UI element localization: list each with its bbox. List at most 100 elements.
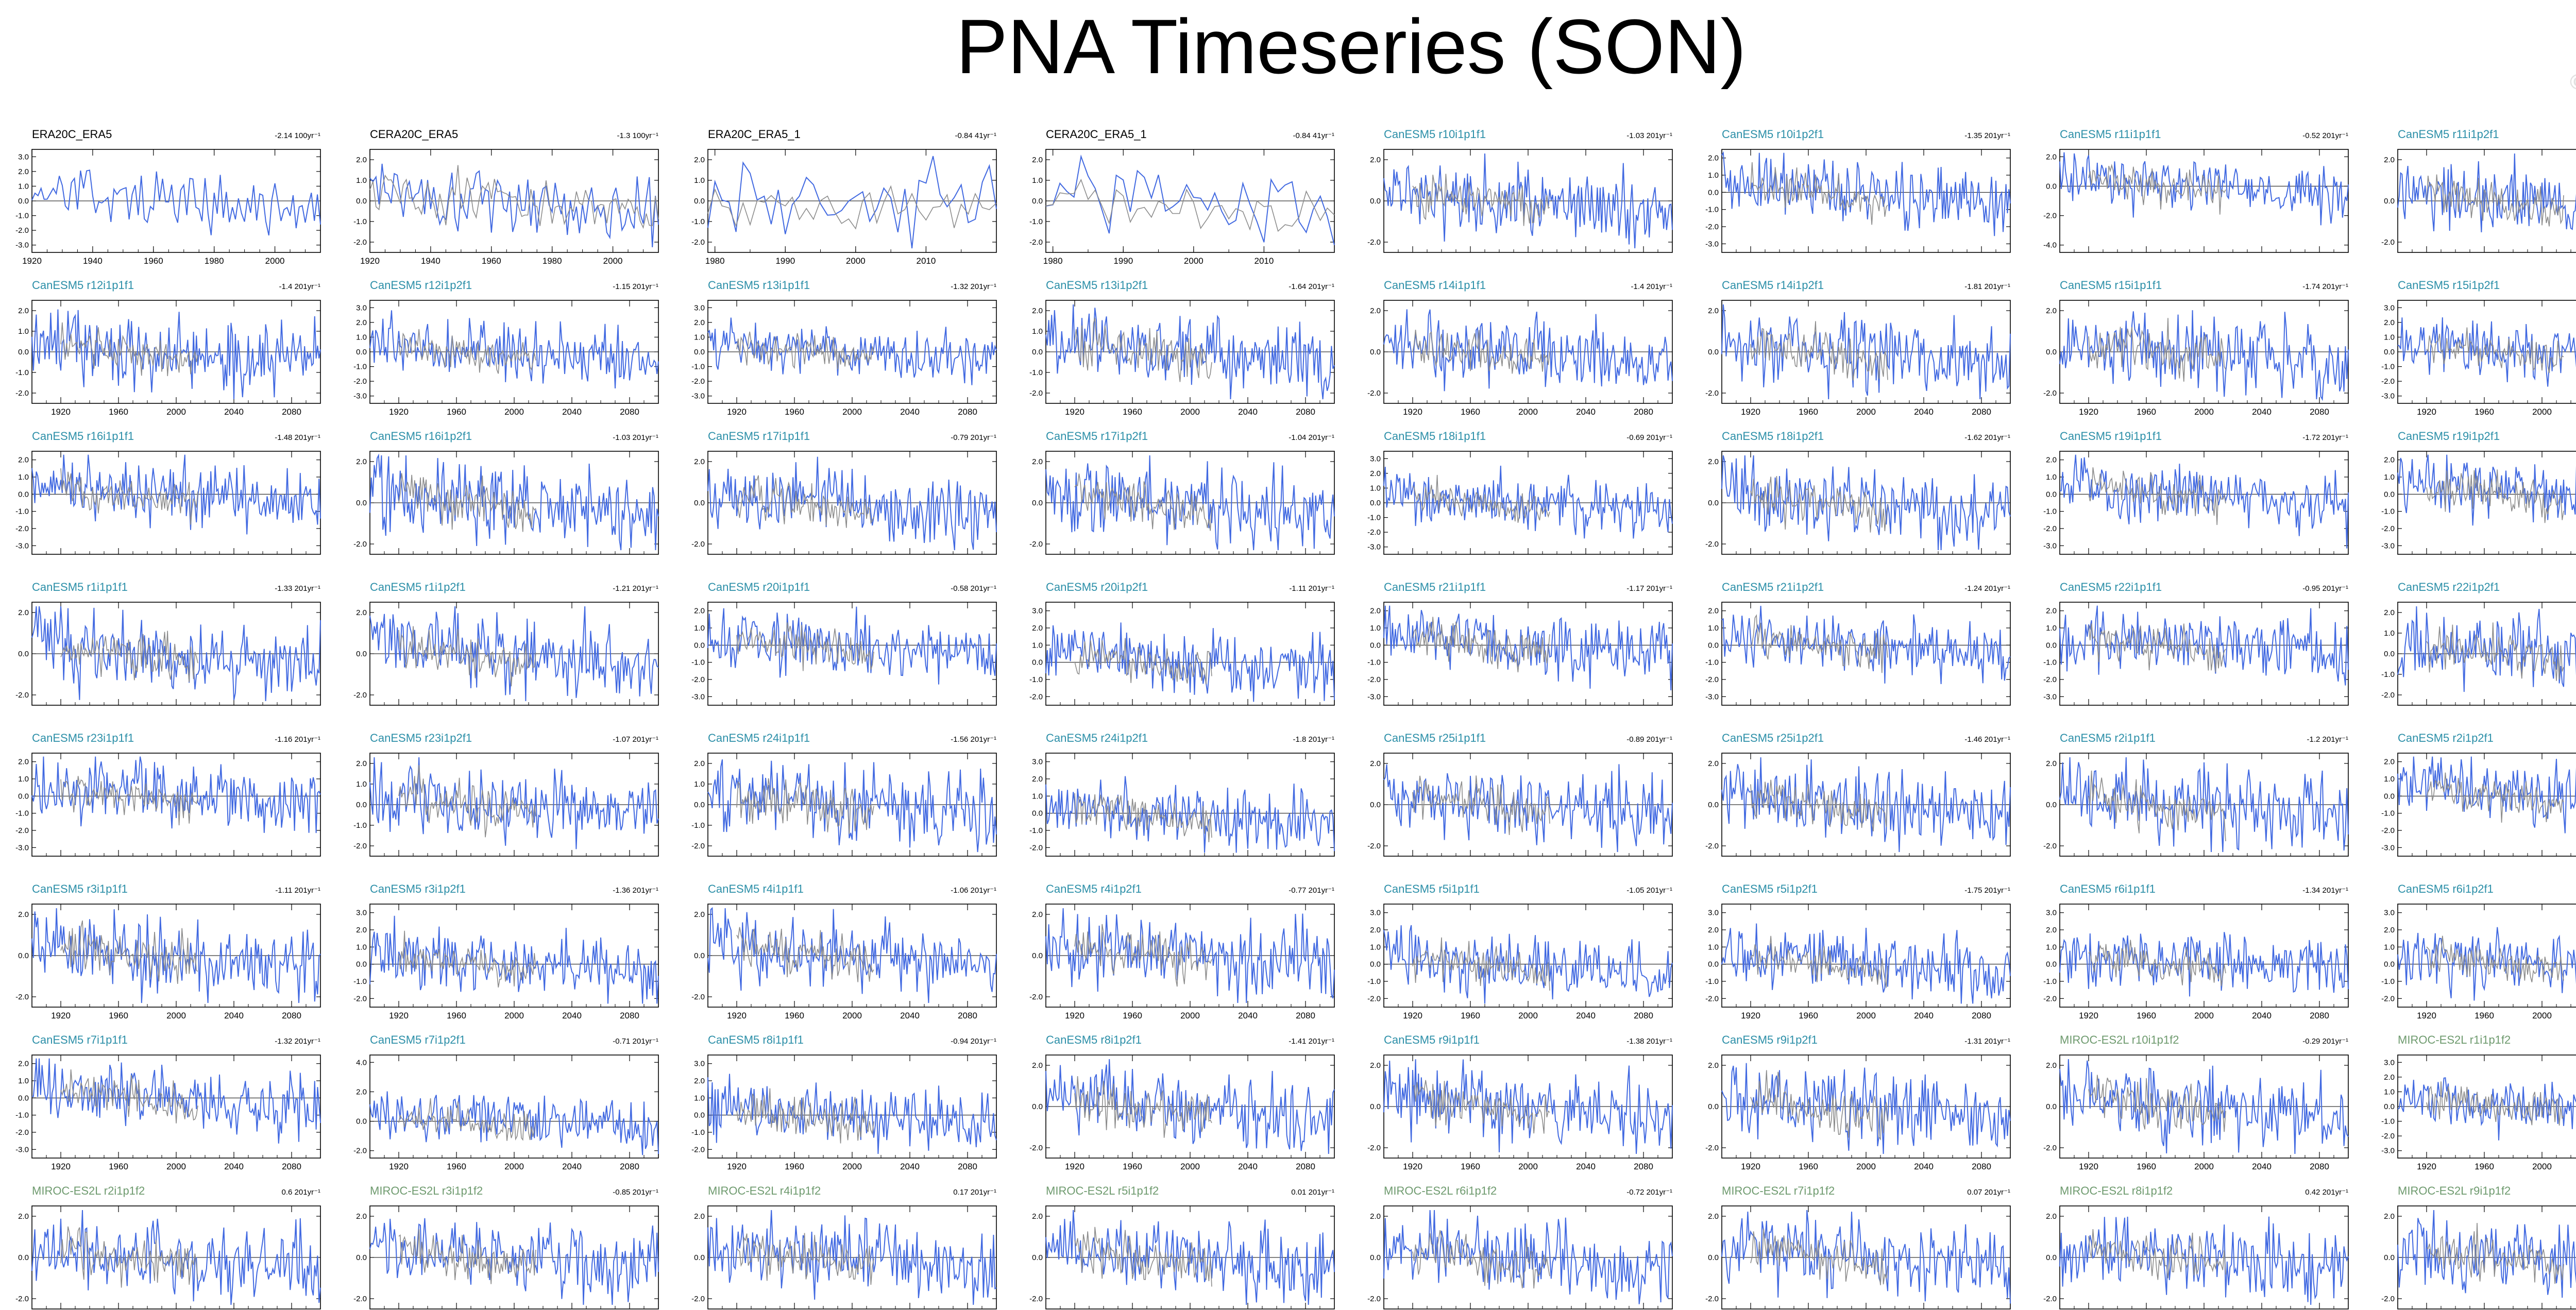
panel-trend: -1.64 201yr⁻¹ xyxy=(1289,282,1334,291)
y-tick-label: -2.0 xyxy=(691,675,705,684)
x-tick-label: 2080 xyxy=(1972,1011,1991,1020)
y-tick-label: -1.0 xyxy=(353,977,367,986)
y-tick-label: -2.0 xyxy=(1029,238,1043,247)
panel: CanESM5 r7i1p2f1 -0.71 201yr⁻¹ 4.0 2.0 0.0 -2… xyxy=(353,1033,659,1171)
x-tick-label: 1980 xyxy=(543,256,562,266)
y-tick-label: -1.0 xyxy=(691,363,705,371)
x-tick-label: 1920 xyxy=(22,256,42,266)
y-tick-label: 0.0 xyxy=(694,801,705,809)
panel-frame xyxy=(2397,451,2576,555)
y-tick-label: 0.0 xyxy=(1032,348,1043,356)
y-tick-label: 0.0 xyxy=(2046,182,2057,191)
y-tick-label: 0.0 xyxy=(2384,197,2395,206)
panel-trend: -1.05 201yr⁻¹ xyxy=(1626,886,1672,895)
y-tick-label: 0.0 xyxy=(18,348,29,356)
series-line-model xyxy=(31,454,321,535)
y-tick-label: 2.0 xyxy=(2046,152,2057,161)
y-tick-label: -1.0 xyxy=(15,809,29,818)
y-tick-label: -2.0 xyxy=(1367,389,1381,398)
y-tick-label: -2.0 xyxy=(353,842,367,850)
y-tick-label: -1.0 xyxy=(1029,368,1043,377)
y-tick-label: 2.0 xyxy=(18,1060,29,1068)
y-tick-label: -1.0 xyxy=(2043,977,2057,986)
y-tick-label: -2.0 xyxy=(1029,692,1043,701)
x-tick-label: 1920 xyxy=(2079,1162,2098,1171)
panel: CanESM5 r7i1p1f1 -1.32 201yr⁻¹ 2.0 1.0 0.0 -1… xyxy=(15,1033,321,1171)
panel-title: CanESM5 r25i1p2f1 xyxy=(1722,731,1824,744)
x-tick-label: 2000 xyxy=(166,1011,186,1020)
x-tick-label: 1960 xyxy=(1461,1162,1480,1171)
y-tick-label: 0.0 xyxy=(1370,1102,1381,1111)
y-tick-label: -2.0 xyxy=(1705,1295,1719,1303)
x-tick-label: 2000 xyxy=(2194,1162,2214,1171)
series-line-obs xyxy=(60,631,198,683)
y-tick-label: -1.0 xyxy=(15,212,29,220)
x-tick-label: 1920 xyxy=(1741,1162,1760,1171)
y-tick-label: 2.0 xyxy=(1370,607,1381,616)
series-line-obs xyxy=(398,1098,536,1141)
y-tick-label: -2.0 xyxy=(2381,377,2395,386)
series-line-obs xyxy=(2426,1081,2564,1126)
x-tick-label: 1960 xyxy=(1799,407,1818,417)
panel: CanESM5 r14i1p2f1 -1.81 201yr⁻¹ 2.0 0.0 -2.0… xyxy=(1705,279,2011,417)
x-tick-label: 1960 xyxy=(1461,407,1480,417)
x-tick-label: 1920 xyxy=(2079,407,2098,417)
x-tick-label: 1960 xyxy=(785,1011,804,1020)
y-tick-label: 2.0 xyxy=(18,910,29,919)
panel-trend: -1.81 201yr⁻¹ xyxy=(1964,282,2010,291)
series-line-obs xyxy=(60,322,198,377)
panel-trend: -1.11 201yr⁻¹ xyxy=(1289,584,1334,593)
y-tick-label: 0.0 xyxy=(356,801,367,809)
y-tick-label: 2.0 xyxy=(1032,1212,1043,1221)
panel: MIROC-ES2L r10i1p1f2 -0.29 201yr⁻¹ 2.0 0.0 -… xyxy=(2043,1033,2349,1171)
panel-trend: -0.79 201yr⁻¹ xyxy=(951,433,996,442)
panel: CanESM5 r13i1p2f1 -1.64 201yr⁻¹ 2.0 1.0 0.0 -… xyxy=(1029,279,1335,417)
panel: CanESM5 r21i1p2f1 -1.24 201yr⁻¹ 2.0 1.0 0.0 -… xyxy=(1705,581,2011,706)
y-tick-label: 4.0 xyxy=(356,1058,367,1067)
y-tick-label: -3.0 xyxy=(15,843,29,852)
y-tick-label: -3.0 xyxy=(15,1145,29,1154)
y-tick-label: -2.0 xyxy=(15,226,29,235)
panel-trend: -0.85 201yr⁻¹ xyxy=(613,1188,658,1197)
panel-title: CanESM5 r2i1p1f1 xyxy=(2060,731,2156,744)
series-line-model xyxy=(2059,1216,2349,1305)
y-tick-label: 0.0 xyxy=(1708,188,1719,197)
x-tick-label: 2000 xyxy=(504,1011,524,1020)
series-line-model xyxy=(707,759,997,853)
y-tick-label: 1.0 xyxy=(1708,171,1719,180)
series-line-model xyxy=(369,606,659,702)
y-tick-label: -2.0 xyxy=(1029,1295,1043,1303)
y-tick-label: -2.0 xyxy=(353,994,367,1003)
x-tick-label: 1960 xyxy=(144,256,163,266)
series-line-obs xyxy=(60,920,198,984)
y-tick-label: -2.0 xyxy=(1367,1295,1381,1303)
y-tick-label: -2.0 xyxy=(15,524,29,533)
x-tick-label: 1920 xyxy=(51,1162,71,1171)
y-tick-label: 0.0 xyxy=(694,1111,705,1120)
panel-trend: -1.11 201yr⁻¹ xyxy=(275,886,320,895)
panel-title: CanESM5 r12i1p2f1 xyxy=(370,279,472,292)
y-tick-label: 0.0 xyxy=(1032,809,1043,818)
y-tick-label: 3.0 xyxy=(694,1060,705,1068)
y-tick-label: -1.0 xyxy=(2381,977,2395,986)
series-line-model xyxy=(1383,605,1673,691)
y-tick-label: -2.0 xyxy=(1705,1144,1719,1152)
panel-trend: -1.31 201yr⁻¹ xyxy=(1964,1037,2010,1046)
x-tick-label: 1960 xyxy=(109,1011,128,1020)
series-line-obs xyxy=(1750,779,1888,832)
y-tick-label: 1.0 xyxy=(18,473,29,482)
y-tick-label: 0.0 xyxy=(2384,1102,2395,1111)
x-tick-label: 1960 xyxy=(2137,1162,2156,1171)
y-tick-label: 0.0 xyxy=(2046,490,2057,499)
x-tick-label: 1920 xyxy=(2079,1011,2098,1020)
panel: CanESM5 r25i1p1f1 -0.89 201yr⁻¹ 2.0 0.0 -2.0 xyxy=(1367,731,1673,857)
y-tick-label: 1.0 xyxy=(18,182,29,191)
x-tick-label: 2080 xyxy=(1972,407,1991,417)
y-tick-label: 2.0 xyxy=(1032,307,1043,315)
panel-title: CanESM5 r20i1p2f1 xyxy=(1046,581,1148,593)
panel-title: MIROC-ES2L r1i1p1f2 xyxy=(2398,1033,2511,1046)
x-tick-label: 2040 xyxy=(1238,1011,1258,1020)
y-tick-label: -1.0 xyxy=(2381,809,2395,818)
y-tick-label: 2.0 xyxy=(1032,624,1043,633)
y-tick-label: 0.0 xyxy=(1370,801,1381,809)
